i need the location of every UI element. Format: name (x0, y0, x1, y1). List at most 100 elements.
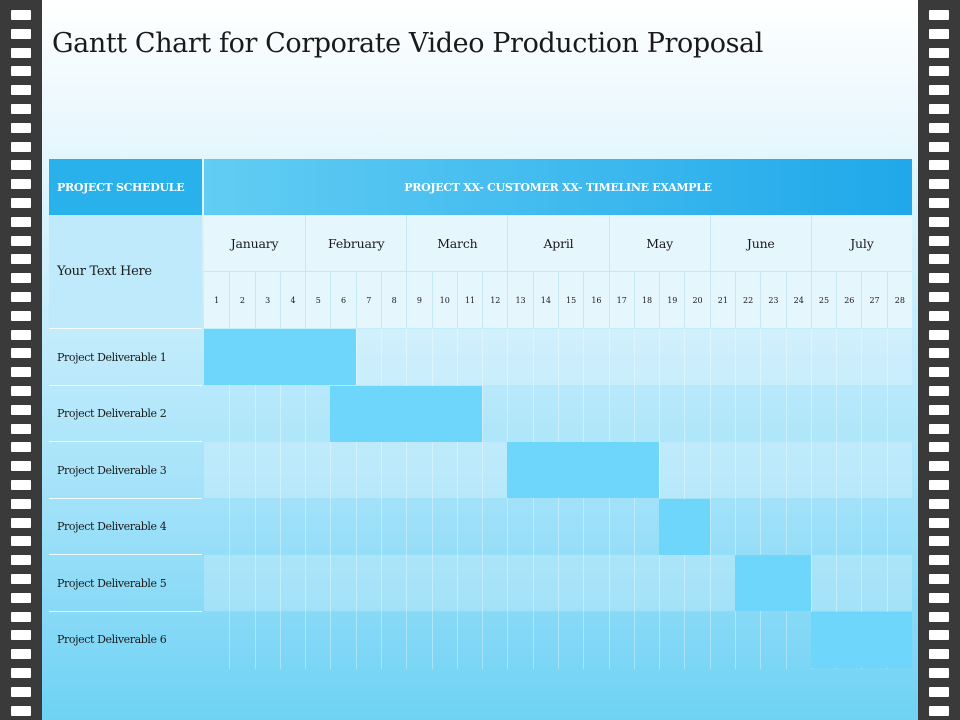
film-hole (929, 28, 949, 39)
film-hole (11, 536, 31, 547)
film-hole (11, 66, 31, 77)
film-hole (11, 630, 31, 641)
grid-line (229, 329, 231, 669)
film-hole (929, 386, 949, 396)
page-title: Gantt Chart for Corporate Video Producti… (52, 28, 763, 59)
task-label: Project Deliverable 1 (57, 350, 167, 364)
film-hole (11, 122, 31, 133)
film-hole (929, 104, 949, 114)
week-label: 23 (760, 272, 785, 328)
film-hole (929, 668, 949, 678)
your-text-here-label: Your Text Here (49, 215, 202, 328)
month-label: June (709, 215, 811, 271)
gantt-bar (735, 555, 811, 611)
week-label: 12 (482, 272, 507, 328)
week-label: 9 (406, 272, 431, 328)
gantt-chart: PROJECT SCHEDULE PROJECT XX- CUSTOMER XX… (49, 159, 912, 669)
film-hole (929, 66, 949, 77)
film-hole (929, 254, 949, 265)
months-divider (204, 271, 912, 272)
week-label: 20 (684, 272, 709, 328)
grid-line (785, 329, 787, 669)
grid-line (583, 329, 585, 669)
month-label: May (608, 215, 710, 271)
film-strip-left (0, 0, 42, 720)
grid-line (507, 329, 509, 669)
grid-line (482, 329, 484, 669)
film-hole (929, 47, 949, 58)
film-hole (11, 141, 31, 152)
week-label: 19 (659, 272, 684, 328)
task-label: Project Deliverable 5 (57, 576, 167, 590)
film-hole (11, 649, 31, 660)
film-hole (11, 85, 31, 96)
film-hole (929, 367, 949, 378)
film-hole (929, 686, 949, 697)
film-hole (929, 574, 949, 584)
film-hole (11, 254, 31, 265)
film-hole (11, 668, 31, 678)
film-hole (11, 10, 31, 20)
film-hole (929, 611, 949, 622)
gantt-bar (507, 442, 660, 498)
film-hole (929, 536, 949, 547)
week-label: 7 (355, 272, 381, 328)
slide: Gantt Chart for Corporate Video Producti… (42, 0, 918, 720)
week-label: 15 (558, 272, 583, 328)
grid-line (305, 329, 307, 669)
week-label: 24 (785, 272, 811, 328)
film-hole (11, 386, 31, 396)
film-hole (11, 235, 31, 246)
film-hole (11, 198, 31, 208)
grid-line (381, 329, 382, 669)
week-label: 11 (456, 272, 482, 328)
film-hole (11, 705, 31, 716)
film-hole (929, 160, 949, 171)
month-label: April (507, 215, 608, 271)
film-hole (929, 179, 949, 190)
week-label: 2 (229, 272, 254, 328)
gantt-bar (810, 611, 912, 668)
row-divider (49, 384, 202, 386)
film-hole (11, 686, 31, 697)
film-hole (929, 592, 949, 603)
film-hole (929, 85, 949, 96)
gantt-bar (659, 498, 710, 555)
film-hole (11, 273, 31, 284)
film-hole (929, 198, 949, 208)
film-hole (11, 611, 31, 622)
grid-line (886, 329, 888, 669)
film-hole (929, 442, 949, 453)
month-label: July (810, 215, 912, 271)
film-hole (929, 461, 949, 472)
grid-line (406, 329, 408, 669)
week-label: 10 (431, 272, 457, 328)
week-label: 27 (861, 272, 886, 328)
grid-line (608, 329, 610, 669)
gantt-bar (330, 385, 483, 442)
row-divider (49, 610, 202, 612)
film-hole (11, 367, 31, 378)
film-hole (929, 348, 949, 359)
week-label: 5 (305, 272, 330, 328)
grid-line (810, 329, 812, 669)
grid-line (532, 329, 534, 669)
film-hole (929, 329, 949, 340)
film-hole (929, 404, 949, 415)
film-hole (11, 179, 31, 190)
film-hole (929, 649, 949, 660)
grid-line (836, 329, 838, 669)
row-divider (49, 554, 202, 555)
film-hole (929, 517, 949, 528)
month-label: January (230, 235, 279, 251)
week-label: 21 (709, 272, 735, 328)
film-hole (11, 292, 31, 302)
film-hole (929, 310, 949, 321)
grid-line (633, 329, 635, 669)
film-hole (11, 423, 31, 434)
film-hole (11, 442, 31, 453)
film-hole (929, 122, 949, 133)
film-hole (11, 480, 31, 490)
film-hole (11, 160, 31, 171)
film-hole (11, 404, 31, 415)
